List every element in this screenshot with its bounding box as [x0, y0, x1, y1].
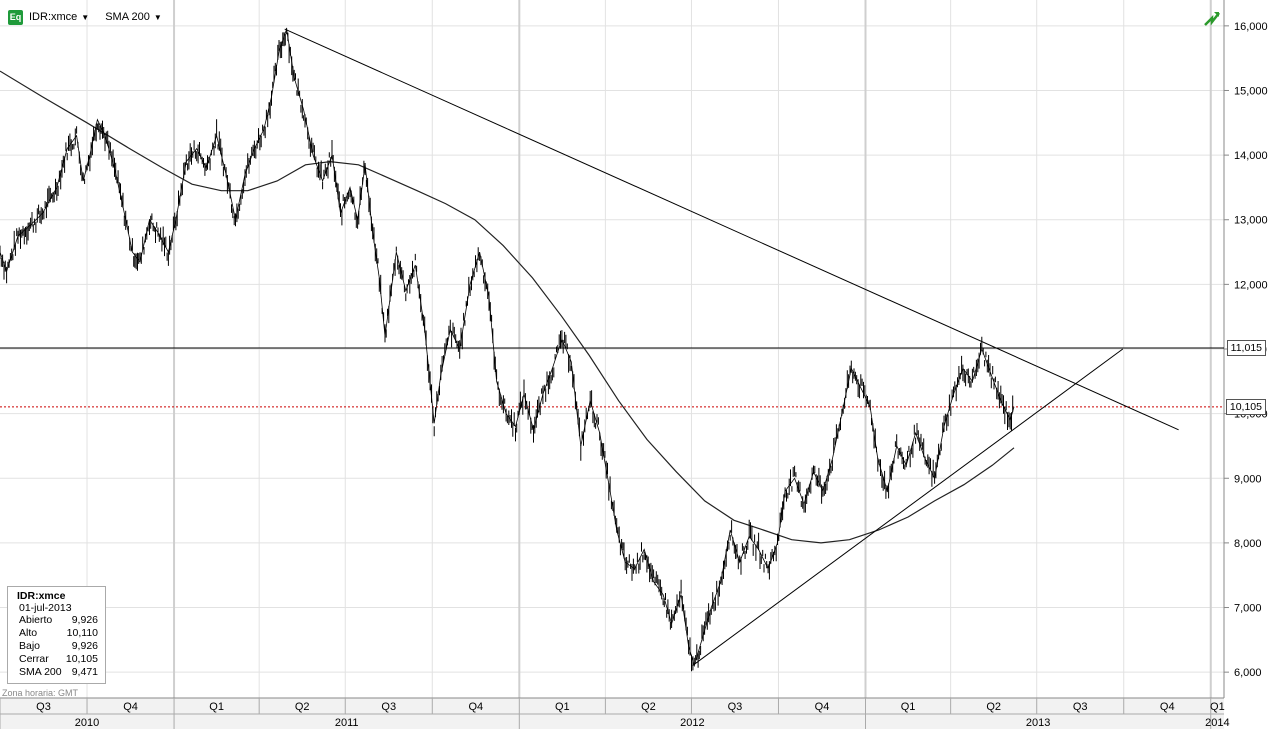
quarter-tick-label: Q4 [123, 701, 138, 713]
uptrend-line [692, 348, 1124, 667]
year-tick-label: 2010 [75, 717, 99, 729]
quarter-tick-label: Q2 [986, 701, 1001, 713]
quarter-tick-label: Q4 [1160, 701, 1175, 713]
indicator-label: SMA 200 [105, 11, 150, 23]
year-tick-label: 2012 [680, 717, 704, 729]
grid-layer [0, 0, 1224, 698]
y-tick-label: 8,000 [1234, 538, 1262, 550]
quarter-tick-label: Q3 [1073, 701, 1088, 713]
quarter-tick-label: Q1 [555, 701, 570, 713]
legend-row-open: Abierto 9,926 [19, 614, 98, 626]
y-tick-label: 16,000 [1234, 21, 1268, 33]
quarter-tick-label: Q1 [209, 701, 224, 713]
data-legend-box: IDR:xmce 01-jul-2013 Abierto 9,926 Alto 10… [7, 586, 106, 684]
quarter-tick-label: Q3 [728, 701, 743, 713]
quarter-tick-label: Q1 [901, 701, 916, 713]
caret-down-icon: ▼ [81, 12, 90, 22]
quarter-tick-label: Q2 [641, 701, 656, 713]
legend-row-sma: SMA 200 9,471 [19, 666, 98, 678]
legend-row-high: Alto 10,110 [19, 627, 98, 639]
quarter-tick-label: Q3 [381, 701, 396, 713]
quarter-tick-label: Q4 [468, 701, 483, 713]
equity-icon[interactable]: Eq [8, 9, 23, 25]
symbol-selector[interactable]: IDR:xmce ▼ [29, 11, 89, 23]
quarter-tick-label: Q4 [815, 701, 830, 713]
y-tick-label: 6,000 [1234, 667, 1262, 679]
quarter-tick-label: Q2 [295, 701, 310, 713]
year-tick-label: 2013 [1026, 717, 1050, 729]
legend-row-close: Cerrar 10,105 [19, 653, 98, 665]
caret-down-icon: ▼ [153, 12, 162, 22]
quarter-tick-label: Q3 [36, 701, 51, 713]
y-tick-label: 12,000 [1234, 279, 1268, 291]
downtrend-line [284, 28, 1179, 431]
sma-200-line [0, 70, 1015, 544]
indicator-selector[interactable]: SMA 200 ▼ [105, 11, 162, 23]
y-tick-label: 14,000 [1234, 150, 1268, 162]
price-tag-resistance: 11,015 [1226, 340, 1266, 357]
year-tick-label: 2014 [1205, 717, 1229, 729]
symbol-label: IDR:xmce [29, 11, 78, 23]
y-tick-label: 7,000 [1234, 603, 1262, 615]
timezone-label: Zona horaria: GMT [2, 688, 79, 698]
price-line [0, 28, 1015, 668]
legend-date: 01-jul-2013 [19, 602, 72, 614]
legend-row-low: Bajo 9,926 [19, 640, 98, 652]
y-axis-background [1224, 0, 1276, 729]
y-tick-label: 15,000 [1234, 85, 1268, 97]
quarter-tick-label: Q1 [1210, 701, 1225, 713]
price-tag-last: 10,105 [1225, 398, 1266, 415]
toolbar: Eq IDR:xmce ▼ SMA 200 ▼ [8, 8, 162, 26]
expand-arrow-icon[interactable] [1203, 9, 1221, 27]
data-layer [0, 27, 1224, 672]
y-tick-label: 13,000 [1234, 215, 1268, 227]
year-tick-label: 2011 [335, 717, 359, 729]
y-tick-label: 9,000 [1234, 473, 1262, 485]
legend-symbol: IDR:xmce [17, 590, 66, 602]
